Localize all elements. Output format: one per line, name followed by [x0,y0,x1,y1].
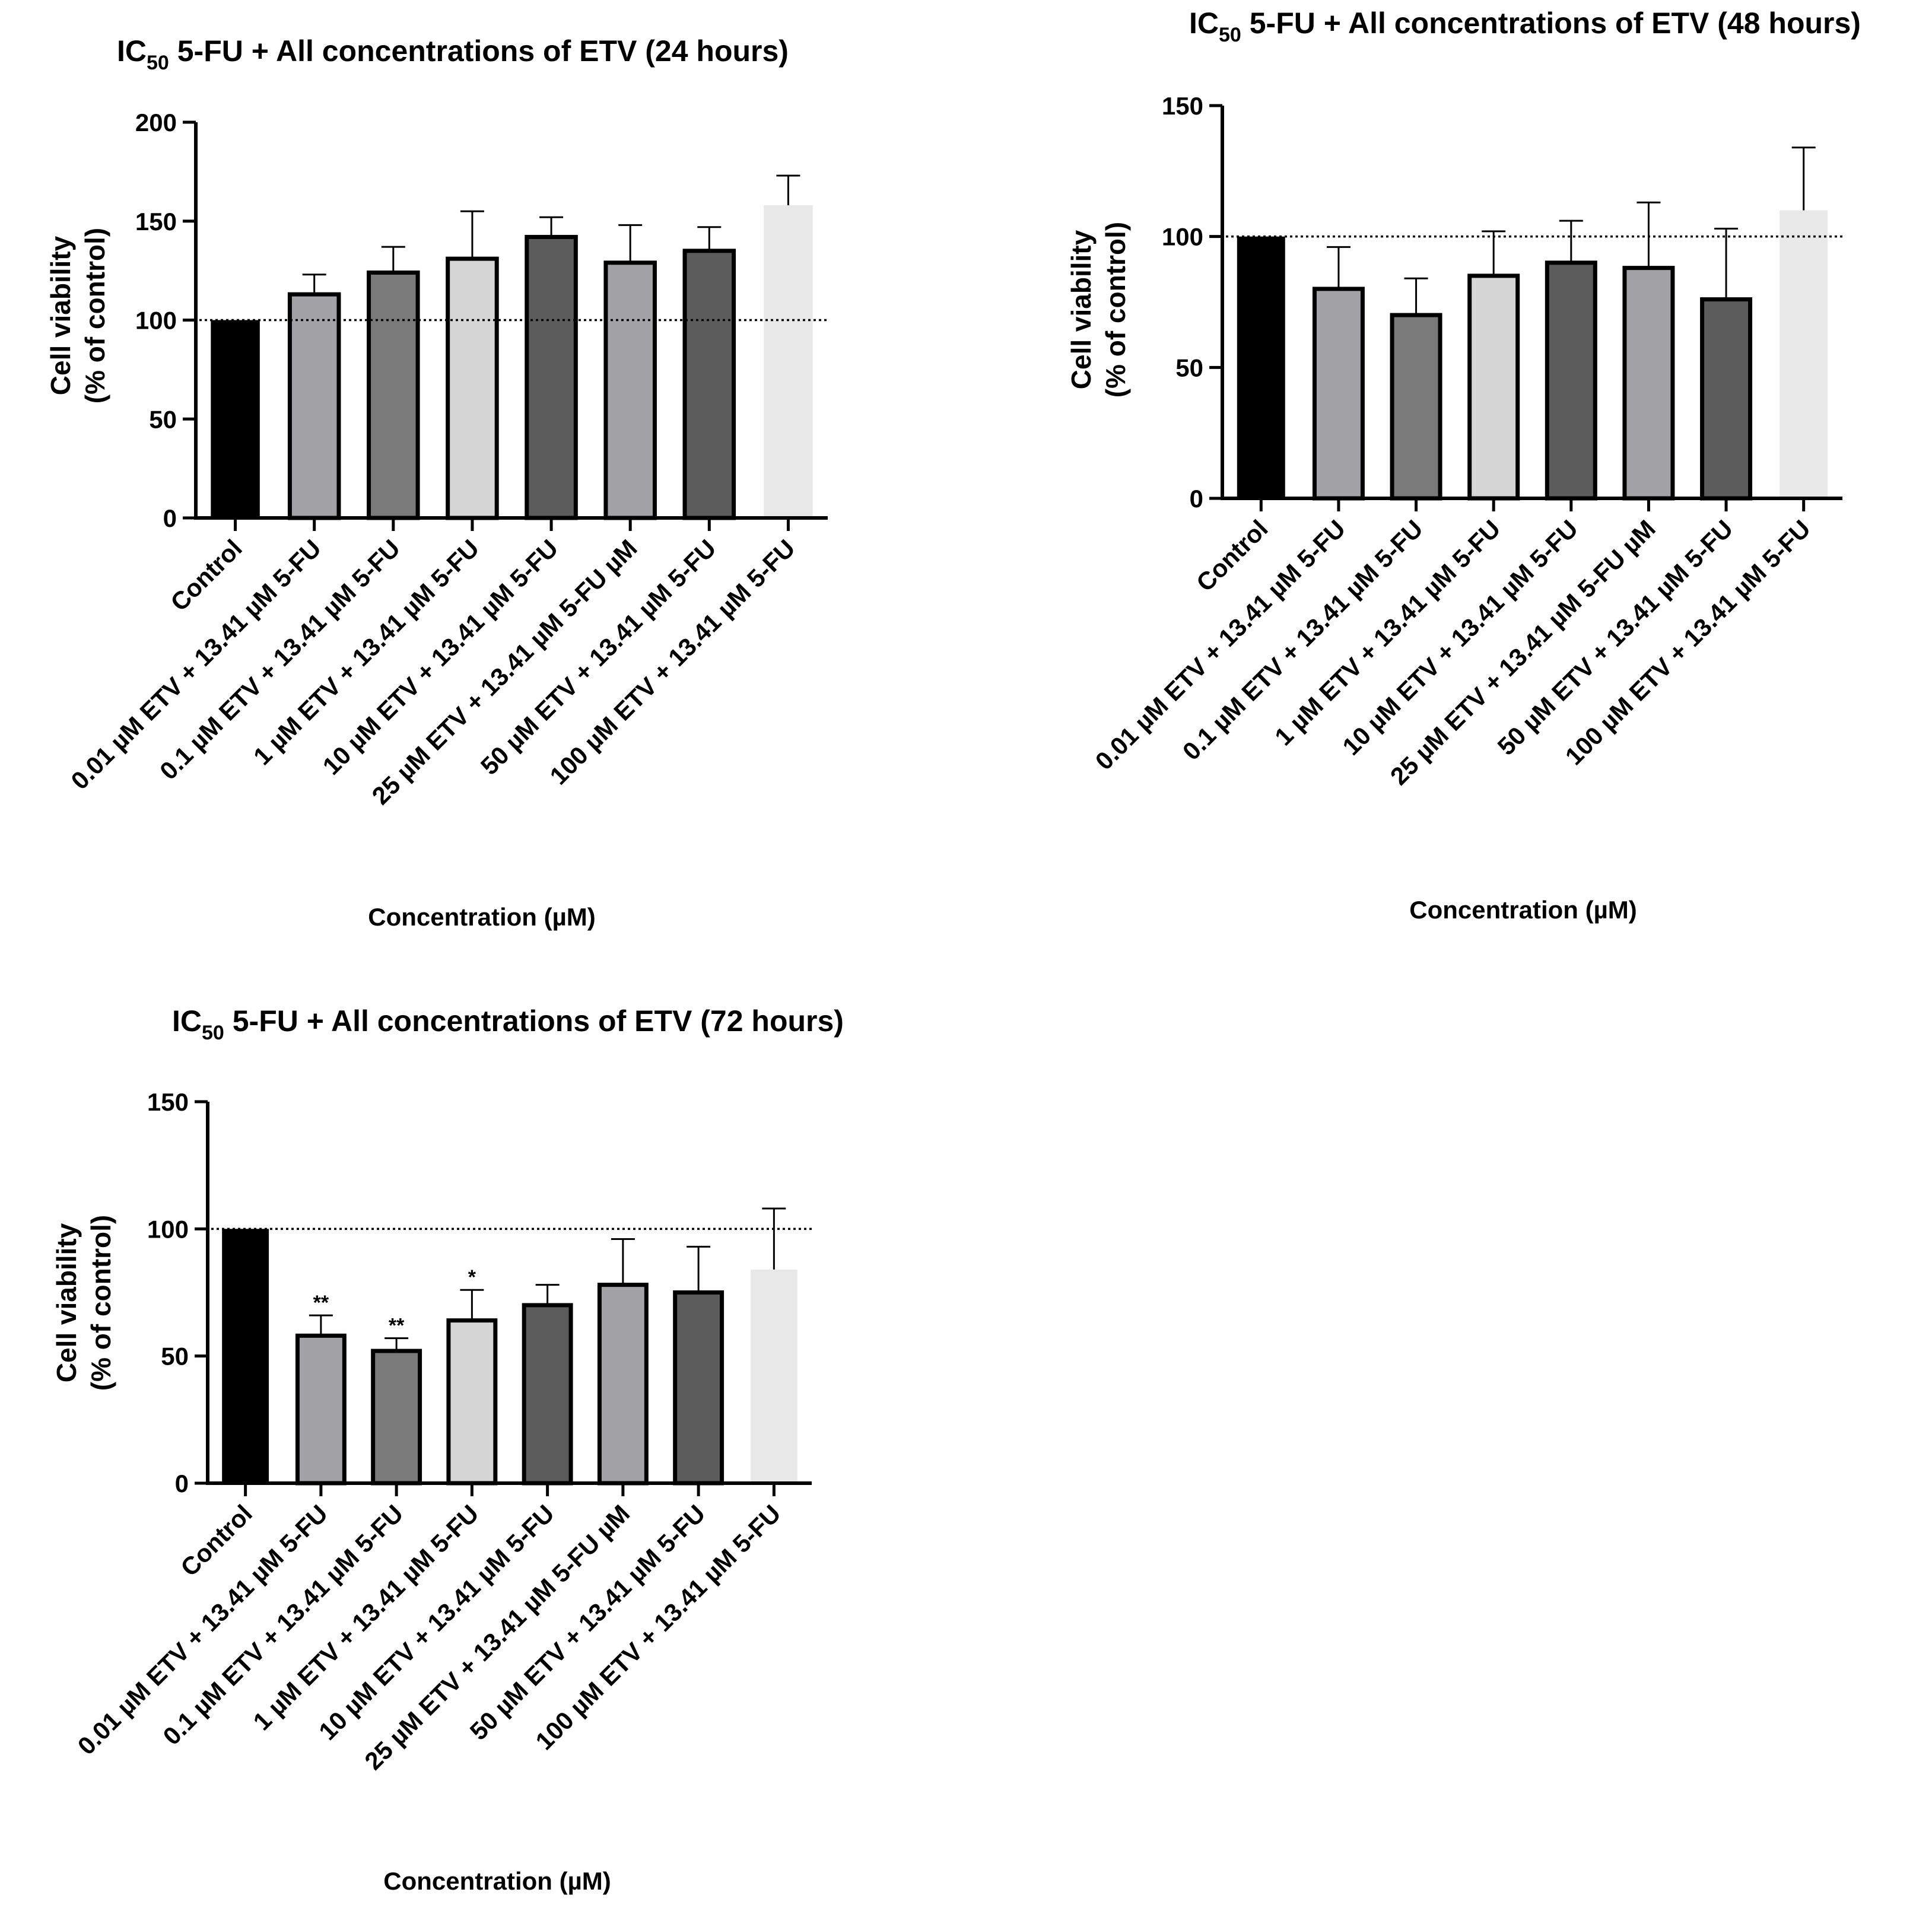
y-axis-label: Cell viability (% of control) [51,1215,116,1391]
x-axis-label: Concentration (µM) [368,903,596,931]
chart-title-rest: 5-FU + All concentrations of ETV (48 hou… [1241,7,1861,40]
chart-title-subscript: 50 [147,52,169,74]
chart-panel-2: IC50 5-FU + All concentrations of ETV (4… [1066,7,1861,924]
y-tick-label: 0 [175,1470,189,1497]
bar-1 [222,1229,269,1483]
chart-title: IC50 5-FU + All concentrations of ETV (2… [117,34,789,74]
bar-5 [1545,260,1597,501]
chart-title-subscript: 50 [1219,24,1241,46]
chart-title-subscript: 50 [202,1022,224,1044]
bar-6 [597,1283,649,1486]
bar-2 [287,292,341,520]
chart-title: IC50 5-FU + All concentrations of ETV (7… [172,1004,844,1044]
bar-8 [1780,210,1828,498]
x-tick-label: Control [165,534,247,616]
bar-8 [764,205,813,518]
y-axis-label-line1: Cell viability [1066,230,1097,389]
bar-2 [1312,287,1365,501]
chart-title-prefix: IC [172,1004,202,1038]
bar-7 [673,1290,724,1486]
chart-title: IC50 5-FU + All concentrations of ETV (4… [1189,7,1861,46]
y-tick-label: 100 [1162,223,1203,251]
bar-1 [211,320,260,518]
bar-3 [371,1349,422,1486]
bar-8 [750,1269,797,1483]
bar-3 [1390,313,1442,501]
bar-4 [446,256,499,520]
y-tick-label: 150 [135,208,177,236]
significance-mark: ** [389,1315,405,1337]
chart-title-prefix: IC [1189,7,1219,40]
y-tick-label: 200 [135,109,177,136]
y-tick-label: 100 [135,307,177,335]
y-tick-label: 150 [147,1088,189,1116]
chart-panel-1: IC50 5-FU + All concentrations of ETV (2… [45,34,828,931]
y-tick-label: 150 [1162,92,1203,120]
x-axis-label: Concentration (µM) [1409,896,1637,924]
bar-1 [1237,236,1285,498]
significance-mark: * [468,1266,476,1289]
significance-mark: ** [313,1292,329,1314]
y-tick-label: 0 [1190,485,1203,513]
chart-panel-3: IC50 5-FU + All concentrations of ETV (7… [51,1004,844,1895]
chart-title-rest: 5-FU + All concentrations of ETV (24 hou… [169,34,789,68]
y-axis-label-line2: (% of control) [80,228,110,403]
bar-2 [295,1333,347,1486]
y-tick-label: 50 [1175,354,1203,381]
y-tick-label: 50 [149,405,177,433]
y-tick-label: 50 [161,1343,189,1370]
bar-5 [525,234,578,520]
bar-7 [682,249,736,520]
y-axis-label-line2: (% of control) [85,1215,116,1391]
y-tick-label: 0 [163,504,177,532]
bar-3 [367,270,420,520]
bar-4 [446,1318,498,1486]
x-axis-label: Concentration (µM) [383,1867,611,1895]
x-tick-label: 25 µM ETV + 13.41 µM 5-FU µM [359,1499,635,1775]
y-axis-label-line1: Cell viability [51,1223,82,1382]
bar-6 [603,260,657,520]
y-axis-label: Cell viability (% of control) [1066,222,1131,397]
y-axis-label-line1: Cell viability [45,236,76,395]
chart-title-rest: 5-FU + All concentrations of ETV (72 hou… [224,1004,844,1038]
y-axis-label: Cell viability (% of control) [45,228,110,403]
bar-6 [1622,266,1675,501]
bar-7 [1700,297,1753,501]
chart-title-prefix: IC [117,34,147,68]
y-axis-label-line2: (% of control) [1100,222,1131,397]
y-tick-label: 100 [147,1215,189,1243]
bar-4 [1467,274,1520,501]
bar-5 [522,1303,573,1486]
